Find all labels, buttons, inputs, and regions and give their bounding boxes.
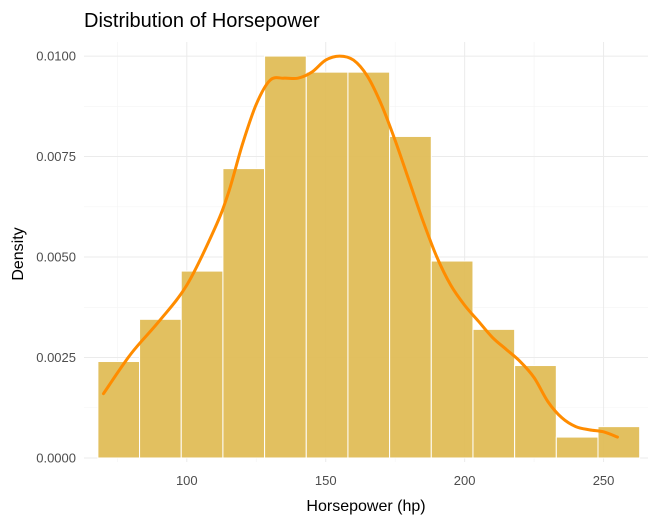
y-tick-labels: 0.0000 0.0025 0.0050 0.0075 0.0100 <box>36 49 76 466</box>
histogram-bar <box>305 71 349 459</box>
histogram-bar <box>347 71 391 459</box>
histogram-bar <box>389 135 432 459</box>
histogram-bar <box>555 436 599 459</box>
y-tick-label: 0.0100 <box>36 49 76 64</box>
x-tick-label: 150 <box>315 473 337 488</box>
y-tick-label: 0.0075 <box>36 149 76 164</box>
histogram-bar <box>264 55 307 459</box>
density-curve-layer <box>101 54 619 439</box>
x-axis-title: Horsepower (hp) <box>306 498 425 515</box>
histogram-bar <box>139 318 182 459</box>
histogram-bar <box>180 270 224 459</box>
y-axis-title: Density <box>10 227 27 280</box>
x-tick-labels: 100 150 200 250 <box>176 473 614 488</box>
histogram-bar <box>472 328 516 459</box>
y-tick-label: 0.0025 <box>36 350 76 365</box>
y-tick-label: 0.0050 <box>36 250 76 265</box>
density-curve <box>101 54 619 439</box>
chart-title: Distribution of Horsepower <box>84 10 320 32</box>
x-tick-label: 100 <box>176 473 198 488</box>
histogram-bars <box>97 55 641 459</box>
y-tick-label: 0.0000 <box>36 450 76 465</box>
histogram-bar <box>97 361 141 459</box>
histogram-bar <box>222 168 266 459</box>
x-tick-label: 200 <box>454 473 476 488</box>
x-tick-label: 250 <box>593 473 615 488</box>
histogram-bar <box>430 260 474 459</box>
